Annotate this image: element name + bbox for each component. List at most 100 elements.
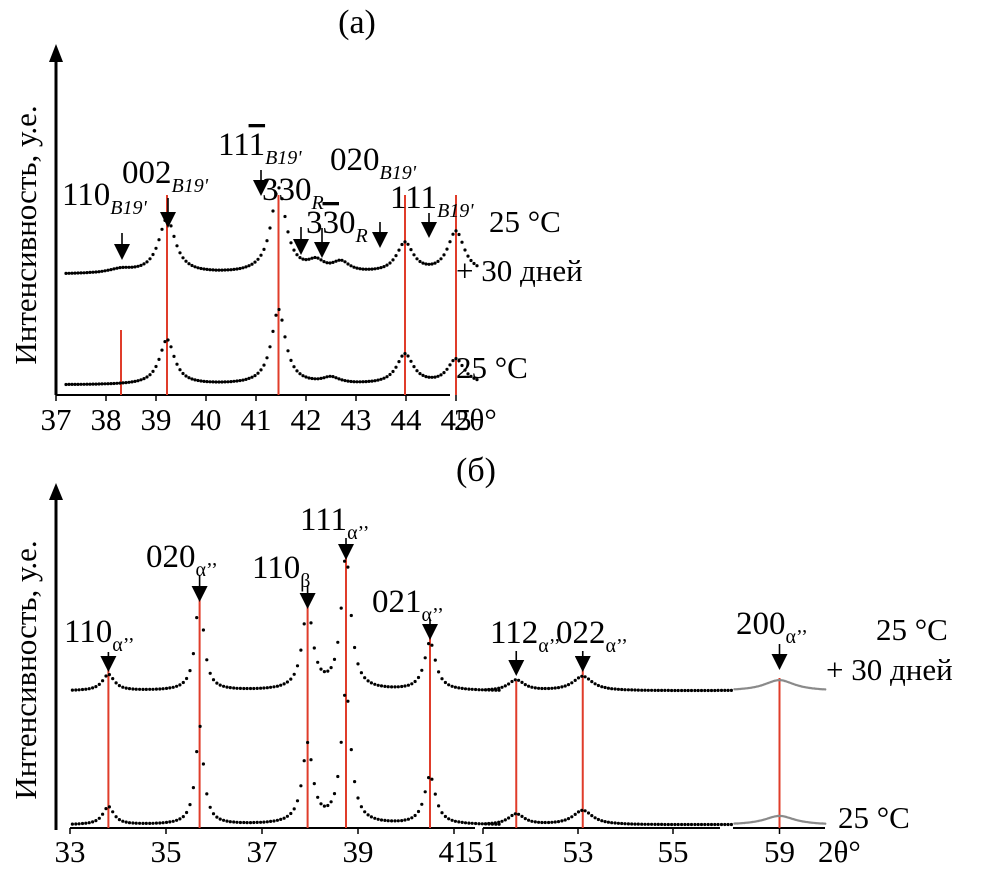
panel-a-series-1-point-66 — [262, 363, 266, 367]
panel-b-series-1-point-38 — [198, 724, 202, 729]
panel-a-annotation-3: 330R — [262, 172, 324, 214]
panel-a-series-1-point-16 — [112, 381, 116, 386]
panel-b-series-1-point-95 — [390, 819, 394, 823]
panel-b-series-1-point-114 — [453, 819, 457, 823]
panel-b-series-0-point-130 — [490, 687, 494, 691]
panel-b-series-0-point-197 — [713, 688, 717, 693]
panel-a-series-1-point-125 — [439, 373, 443, 377]
panel-a-series-0-point-137 — [475, 264, 479, 268]
panel-b-series-1-point-148 — [550, 820, 554, 824]
panel-a-series-1-point-75 — [289, 358, 293, 362]
panel-a-series-0-point-135 — [469, 258, 473, 263]
panel-a-series-1-point-21 — [127, 380, 131, 384]
panel-a-series-1-point-103 — [373, 379, 377, 383]
panel-a-series-1-point-33 — [163, 340, 167, 344]
panel-b-series-0-point-155 — [573, 678, 577, 683]
panel-a-series-0-point-0 — [64, 271, 68, 275]
panel-a-series-1-point-69 — [271, 329, 275, 333]
panel-b-series-1-point-162 — [596, 817, 601, 822]
panel-a-series-1-point-131 — [457, 359, 461, 363]
panel-a-series-1-point-40 — [184, 374, 188, 378]
panel-a-annotation-4: 330R — [306, 205, 368, 247]
panel-b-series-1-point-48 — [232, 820, 236, 824]
panel-b-series-0-point-145 — [540, 686, 544, 691]
panel-b-series-1-point-29 — [168, 820, 172, 824]
panel-b-series-0-point-48 — [232, 686, 236, 690]
panel-a-series-0-point-104 — [376, 266, 380, 270]
panel-b-series-0-point-14 — [117, 684, 121, 688]
panel-a-series-0-point-126 — [442, 253, 446, 257]
panel-a-series-1-point-119 — [421, 373, 425, 377]
panel-b-series-0-point-8 — [97, 682, 101, 687]
panel-b-series-0-point-53 — [248, 686, 253, 691]
panel-b-series-1-point-199 — [719, 822, 724, 827]
panel-b-series-1-point-55 — [255, 820, 259, 825]
panel-a-series-1-point-46 — [202, 379, 206, 383]
panel-a-series-0-point-63 — [253, 260, 257, 264]
panel-a-series-0-point-97 — [355, 266, 359, 270]
panel-a-series-0-point-66 — [262, 247, 266, 251]
panel-a-series-0-point-98 — [358, 267, 362, 271]
panel-a-series-0-point-78 — [298, 256, 302, 260]
panel-a-series-1-point-124 — [436, 374, 440, 378]
panel-a-series-1-point-123 — [433, 375, 437, 379]
panel-b-series-1-point-135 — [507, 816, 511, 820]
panel-a-series-0-point-57 — [235, 267, 239, 271]
panel-b-series-0-point-136 — [510, 679, 514, 684]
panel-a-series-1-point-60 — [244, 377, 248, 381]
panel-b-series-0-point-25 — [154, 687, 158, 691]
panel-a-series-0-point-2 — [70, 271, 74, 275]
panel-a-series-1-point-38 — [178, 368, 182, 372]
panel-a-series-1-point-92 — [340, 378, 344, 382]
panel-b-series-1-point-189 — [686, 822, 690, 827]
panel-a-series-0-point-1 — [67, 271, 71, 275]
panel-b-series-1-point-31 — [175, 818, 179, 822]
panel-b-series-1-point-58 — [265, 820, 269, 824]
panel-a-series-1-point-99 — [361, 380, 365, 384]
panel-a-series-1-point-51 — [217, 380, 221, 384]
panel-a-series-0-point-6 — [82, 271, 86, 275]
panel-a-series-1-point-49 — [211, 380, 215, 384]
panel-b-series-1-point-65 — [289, 811, 293, 816]
panel-a-series-1-point-132 — [460, 363, 464, 368]
panel-b-series-0-point-146 — [543, 686, 547, 691]
panel-b-series-1-point-117 — [463, 821, 468, 825]
panel-a-series-0-point-61 — [247, 264, 251, 268]
panel-b-series-1-point-77 — [329, 800, 333, 804]
panel-b-series-1-point-149 — [553, 820, 557, 824]
panel-a-series-0-point-121 — [427, 262, 431, 266]
panel-b-series-0-point-51 — [242, 686, 246, 691]
panel-a-series-0-point-19 — [121, 265, 125, 269]
panel-b-series-0-point-78 — [332, 657, 337, 662]
panel-a-series-0-point-37 — [175, 244, 179, 248]
panel-a-series-1-point-79 — [301, 374, 305, 378]
panel-b-series-1-point-167 — [613, 821, 617, 825]
panel-a-series-0-point-3 — [73, 271, 77, 275]
panel-a-series-1-point-24 — [136, 379, 140, 383]
panel-b-series-1-point-268 — [824, 822, 827, 825]
panel-b-series-0-point-162 — [596, 683, 601, 688]
panel-a-series-1-point-48 — [208, 380, 212, 384]
panel-a-series-1-point-78 — [298, 372, 302, 376]
panel-b-series-1-point-142 — [530, 819, 534, 823]
panel-b-x-tick-label-3: 39 — [343, 834, 374, 869]
panel-b-series-1-point-130 — [490, 821, 494, 825]
panel-b-series-0-point-69 — [302, 622, 306, 626]
panel-b-series-0-point-84 — [353, 645, 357, 650]
panel-a-series-1-point-90 — [334, 376, 338, 380]
panel-b-series-0-point-144 — [537, 686, 541, 690]
panel-b-series-1-point-43 — [215, 815, 219, 819]
panel-b-series-0-point-120 — [474, 687, 478, 692]
panel-b-series-1-point-10 — [104, 807, 108, 811]
panel-b-series-1-point-52 — [245, 821, 249, 825]
panel-b-series-0-point-92 — [379, 684, 384, 688]
panel-b-series-1-point-150 — [556, 820, 561, 824]
panel-b-series-0-point-57 — [262, 686, 266, 690]
panel-b-series-1-point-102 — [413, 813, 417, 818]
panel-b-series-0-point-117 — [463, 687, 468, 691]
panel-b-series-0-point-98 — [400, 684, 404, 689]
panel-a-series-1-point-80 — [304, 375, 308, 379]
panel-b-series-0-point-176 — [643, 688, 647, 692]
panel-b-series-1-point-144 — [537, 820, 541, 824]
panel-b-series-1-point-47 — [228, 820, 232, 824]
